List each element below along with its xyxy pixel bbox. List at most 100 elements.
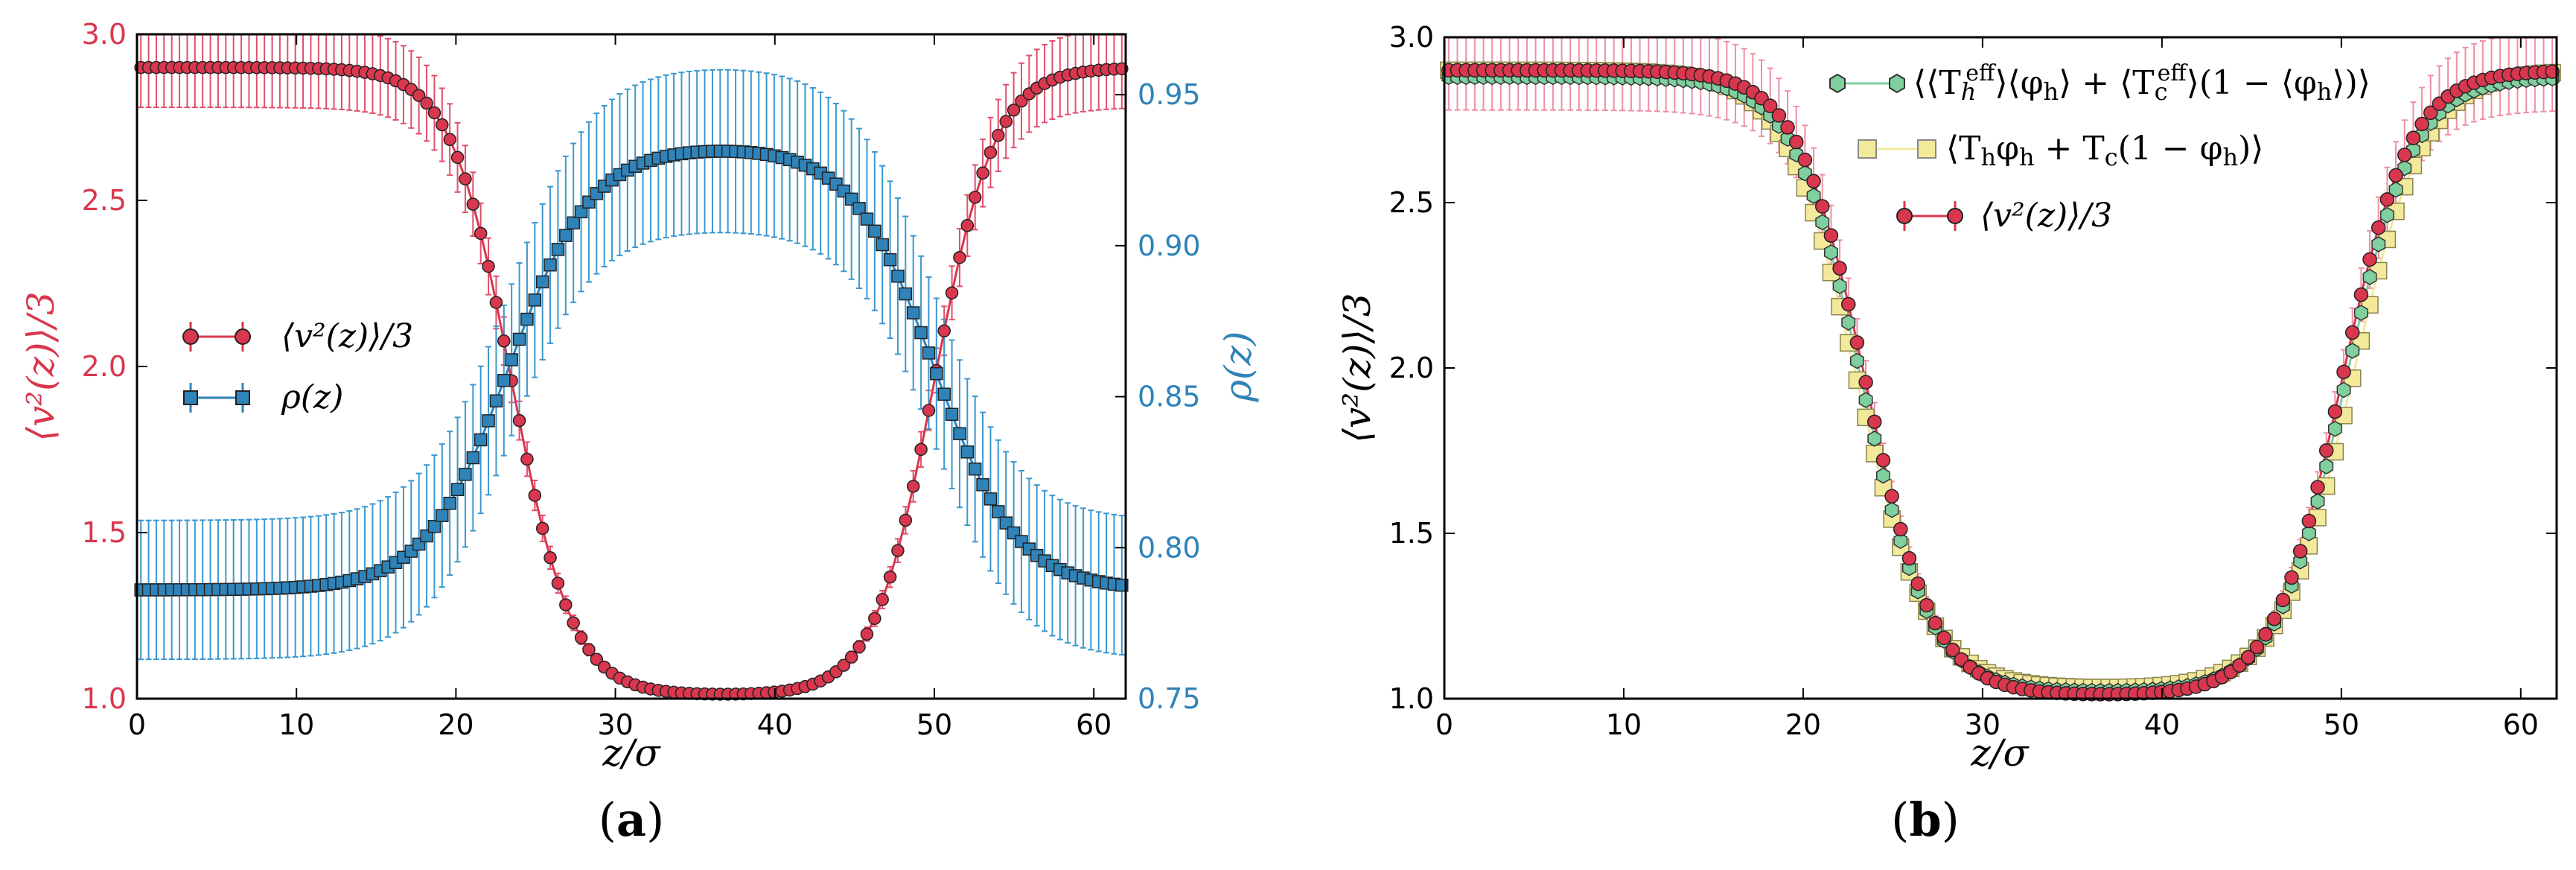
data-point-circle	[2310, 480, 2325, 495]
panel-a-ylabel-right: ρ(z)	[1217, 331, 1260, 403]
data-point-circle	[436, 118, 449, 132]
data-point-hexagon	[1875, 467, 1890, 484]
data-point-hexagon	[1841, 314, 1856, 331]
y-tick-label: 3.0	[1389, 21, 1434, 54]
data-point-circle	[1797, 152, 1813, 168]
data-point-circle	[474, 226, 488, 241]
data-point-circle	[412, 89, 426, 102]
data-point-circle	[528, 489, 542, 502]
data-point-square	[466, 451, 480, 465]
data-point-circle	[2388, 168, 2403, 183]
data-point-circle	[844, 650, 858, 664]
data-point-square	[906, 306, 920, 320]
data-point-square	[992, 505, 1005, 518]
data-point-square	[937, 387, 951, 401]
data-point-circle	[953, 250, 966, 264]
y-tick-label: 1.5	[1389, 517, 1434, 550]
data-point-circle	[1762, 98, 1778, 113]
data-point-circle	[1919, 597, 1934, 613]
data-point-square	[983, 492, 998, 506]
x-tick-label: 60	[2503, 708, 2539, 741]
data-point-circle	[2249, 639, 2265, 655]
x-tick-label: 40	[757, 708, 793, 741]
data-point-circle	[1936, 630, 1951, 646]
data-point-circle	[520, 452, 534, 466]
data-point-circle	[852, 640, 866, 654]
data-point-circle	[2379, 192, 2395, 207]
x-tick-label: 50	[916, 708, 952, 741]
data-point-circle	[945, 286, 959, 299]
data-point-circle	[837, 658, 851, 672]
data-point-circle	[559, 598, 573, 612]
y-tick-label-left: 2.0	[82, 350, 127, 383]
data-point-square	[574, 205, 588, 219]
panel-b-ticks: 0 10 20 30 40 50 60 1.0 1.5 2.0 2.5 3.0	[1389, 21, 2557, 741]
data-point-square	[891, 269, 905, 283]
data-point-circle	[1823, 228, 1839, 243]
data-point-circle	[2284, 570, 2299, 585]
panel-a-chart: 0 10 20 30 40 50 60 1.0 1.5 2.0 2.5 3.0 0.75 0.80 0.85…	[19, 18, 1260, 847]
data-point-square	[436, 509, 449, 522]
data-point-hexagon	[2371, 236, 2386, 253]
data-point-circle	[466, 197, 480, 211]
data-point-square	[945, 407, 959, 421]
data-point-circle	[535, 521, 549, 536]
legend-square-marker	[183, 390, 198, 405]
legend-entry-teff: ⟨⟨Theff⟩⟨φh⟩ + ⟨Tceff⟩(1 − ⟨φh⟩)⟩	[1829, 60, 2371, 106]
panel-a-error-bars	[138, 34, 1125, 699]
data-point-circle	[2318, 443, 2334, 458]
data-point-circle	[1849, 335, 1865, 350]
data-point-circle	[482, 259, 495, 273]
data-point-square	[520, 312, 534, 326]
x-tick-label: 50	[2324, 708, 2359, 741]
data-point-circle	[582, 643, 596, 656]
data-point-circle	[1928, 615, 1943, 631]
data-point-circle	[512, 413, 526, 428]
data-point-circle	[1788, 134, 1804, 150]
y-tick-label: 1.0	[1389, 682, 1434, 715]
data-point-square	[976, 477, 989, 492]
data-point-square	[999, 516, 1013, 530]
data-point-circle	[960, 219, 975, 232]
data-point-square	[914, 326, 928, 340]
data-point-square	[852, 202, 866, 215]
y-tick-label: 2.5	[1389, 186, 1434, 219]
y-tick-label-left: 1.5	[82, 516, 127, 549]
legend-label-tphi: ⟨Thφh + Tc(1 − φh)⟩	[1946, 130, 2263, 171]
data-point-hexagon	[2327, 420, 2342, 437]
panel-a-markers	[134, 60, 1129, 701]
data-point-hexagon	[2345, 343, 2360, 359]
data-point-hexagon	[2310, 493, 2325, 509]
data-point-circle	[1875, 453, 1891, 468]
panel-a-caption: (a)	[599, 793, 665, 847]
legend-circle-marker	[182, 328, 199, 345]
data-point-circle	[497, 334, 511, 348]
data-point-square	[482, 414, 495, 428]
data-point-circle	[1910, 576, 1925, 591]
data-point-circle	[2406, 130, 2421, 145]
data-point-circle	[922, 404, 936, 417]
panel-b-ylabel: ⟨v²(z)⟩/3	[1336, 293, 1379, 442]
data-point-circle	[427, 106, 441, 120]
data-point-square	[459, 468, 472, 481]
y-tick-label-right: 0.95	[1138, 78, 1201, 111]
x-tick-label: 20	[1785, 708, 1821, 741]
legend-label-teff: ⟨⟨Theff⟩⟨φh⟩ + ⟨Tceff⟩(1 − ⟨φh⟩)⟩	[1913, 60, 2371, 106]
data-point-circle	[590, 652, 604, 666]
data-point-circle	[1771, 108, 1787, 123]
data-point-hexagon	[1849, 352, 1864, 369]
data-point-circle	[2266, 612, 2282, 626]
data-point-square	[922, 346, 936, 360]
panel-a-legend: ⟨v²(z)⟩/3 ρ(z)	[182, 317, 413, 416]
data-point-circle	[459, 172, 472, 185]
x-tick-label: 40	[2144, 708, 2180, 741]
data-point-square	[899, 287, 913, 301]
data-point-square	[474, 433, 488, 447]
data-point-square	[883, 253, 897, 267]
data-point-hexagon	[2301, 524, 2316, 542]
panel-a-plot-frame	[136, 33, 1127, 700]
data-point-square	[868, 224, 881, 238]
data-point-circle	[906, 480, 920, 493]
panel-b-legend: ⟨⟨Theff⟩⟨φh⟩ + ⟨Tceff⟩(1 − ⟨φh⟩)⟩ ⟨Thφh …	[1829, 60, 2371, 235]
